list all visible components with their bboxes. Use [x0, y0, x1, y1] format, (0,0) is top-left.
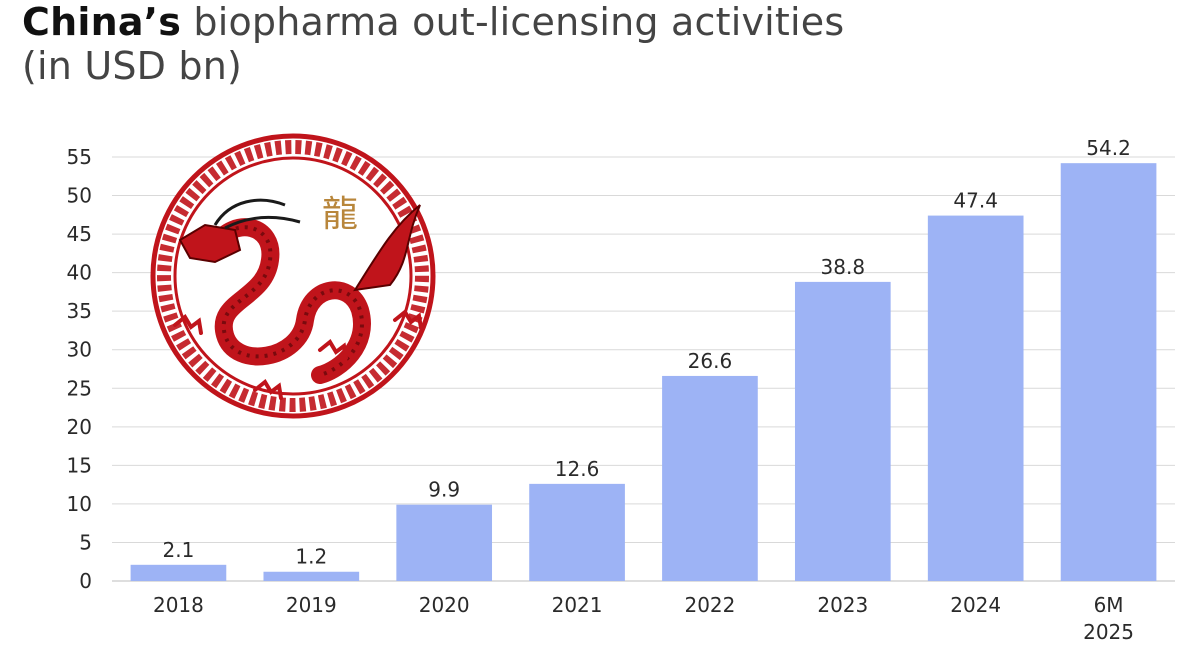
y-tick-label: 10 — [67, 492, 92, 516]
y-tick-label: 15 — [67, 453, 92, 477]
y-axis-ticks: 0 5 10 15 20 25 30 35 40 45 50 55 — [67, 145, 92, 593]
y-tick-label: 20 — [67, 415, 92, 439]
y-tick-label: 40 — [67, 261, 92, 285]
bar — [794, 281, 891, 581]
bar-value-label: 12.6 — [555, 457, 600, 481]
title-rest: biopharma out-licensing activities — [193, 0, 845, 44]
y-tick-label: 35 — [67, 299, 92, 323]
bar — [662, 375, 758, 581]
y-tick-label: 0 — [79, 569, 92, 593]
bar-value-label: 47.4 — [953, 189, 998, 213]
bar-value-label: 54.2 — [1086, 136, 1131, 160]
y-tick-label: 55 — [67, 145, 92, 169]
x-tick-label: 6M — [1094, 593, 1124, 617]
y-tick-label: 25 — [67, 376, 92, 400]
bar — [396, 504, 493, 581]
bar-value-label: 1.2 — [295, 545, 327, 569]
x-tick-label: 2023 — [817, 593, 868, 617]
title-bold: China’s — [22, 0, 182, 44]
y-tick-label: 30 — [67, 338, 92, 362]
y-tick-label: 45 — [67, 222, 92, 246]
x-tick-label: 2024 — [950, 593, 1001, 617]
y-tick-label: 50 — [67, 184, 92, 208]
x-tick-label: 2019 — [286, 593, 337, 617]
x-tick-label: 2022 — [684, 593, 735, 617]
chart-subtitle: (in USD bn) — [22, 44, 243, 88]
y-tick-label: 5 — [79, 530, 92, 554]
bar — [130, 564, 227, 581]
bar-value-label: 38.8 — [821, 255, 866, 279]
x-tick-label: 2018 — [153, 593, 204, 617]
x-axis-ticks: 2018 2019 2020 2021 2022 2023 2024 6M 2025 — [153, 593, 1134, 644]
chart-title: China’s biopharma out-licensing activiti… — [22, 0, 844, 88]
bar-value-label: 26.6 — [688, 349, 733, 373]
dragon-emblem-icon: 龍 — [150, 133, 436, 419]
bar — [927, 215, 1024, 581]
bar-value-label: 2.1 — [163, 538, 195, 562]
data-labels: 2.1 1.2 9.9 12.6 26.6 38.8 47.4 54.2 — [163, 136, 1131, 569]
bar — [1060, 163, 1157, 581]
x-tick-label: 2025 — [1083, 620, 1134, 644]
bar — [263, 571, 360, 581]
dragon-character: 龍 — [322, 194, 358, 235]
x-tick-label: 2020 — [419, 593, 470, 617]
x-tick-label: 2021 — [552, 593, 603, 617]
bars — [130, 163, 1157, 581]
bar — [529, 483, 625, 581]
bar-value-label: 9.9 — [428, 478, 460, 502]
